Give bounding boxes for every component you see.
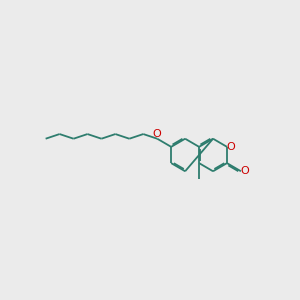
Text: O: O	[227, 142, 236, 152]
Text: O: O	[153, 129, 162, 139]
Text: O: O	[241, 166, 250, 176]
